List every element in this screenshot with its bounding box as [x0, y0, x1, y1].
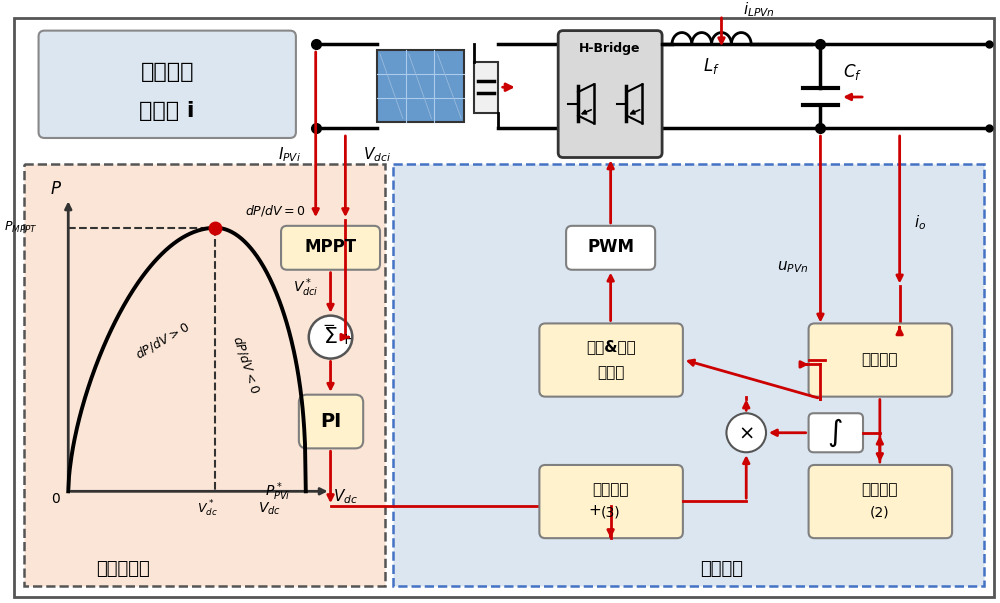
Circle shape: [726, 413, 766, 452]
Text: $V_{dc}$: $V_{dc}$: [333, 487, 358, 505]
Text: PWM: PWM: [587, 238, 634, 256]
Text: $\times$: $\times$: [738, 423, 754, 442]
Text: $L_f$: $L_f$: [703, 55, 720, 76]
Text: $V^*_{dc}$: $V^*_{dc}$: [197, 499, 218, 519]
Text: $dP/dV<0$: $dP/dV<0$: [230, 333, 263, 396]
Text: $V^*_{dci}$: $V^*_{dci}$: [293, 276, 319, 298]
Text: $dP/dV>0$: $dP/dV>0$: [132, 318, 192, 362]
Text: 控制器 i: 控制器 i: [139, 101, 195, 121]
Text: 双闭环: 双闭环: [597, 365, 624, 380]
FancyBboxPatch shape: [558, 31, 662, 157]
Text: $dP/dV=0$: $dP/dV=0$: [245, 203, 306, 218]
Text: 功率调节: 功率调节: [700, 560, 743, 578]
Text: H-Bridge: H-Bridge: [579, 42, 640, 55]
Text: PI: PI: [320, 411, 341, 431]
Text: 电压&电流: 电压&电流: [586, 339, 636, 355]
Text: (3): (3): [601, 506, 620, 520]
Text: $0$: $0$: [51, 492, 61, 506]
Text: $P_{MPPT}$: $P_{MPPT}$: [4, 220, 38, 235]
Bar: [377, 50, 464, 122]
Text: $+$: $+$: [588, 504, 601, 519]
Text: $C_f$: $C_f$: [843, 62, 862, 81]
Text: $\int$: $\int$: [827, 417, 843, 449]
Text: MPPT: MPPT: [304, 238, 357, 256]
Text: $I_{PVi}$: $I_{PVi}$: [278, 145, 301, 164]
Bar: [474, 62, 498, 113]
Circle shape: [309, 315, 352, 359]
Text: $i_{LPVn}$: $i_{LPVn}$: [743, 1, 775, 19]
FancyBboxPatch shape: [809, 465, 952, 538]
Bar: [393, 165, 984, 586]
Text: $i_o$: $i_o$: [914, 213, 927, 232]
Text: $\Sigma$: $\Sigma$: [323, 327, 338, 347]
Text: 光伏本地: 光伏本地: [140, 62, 194, 81]
Text: $-$: $-$: [322, 316, 335, 331]
Text: $+$: $+$: [339, 332, 352, 347]
Text: 功率计算: 功率计算: [862, 352, 898, 367]
Text: (2): (2): [870, 506, 890, 520]
Text: 下垂控制: 下垂控制: [862, 482, 898, 497]
Text: $P$: $P$: [50, 180, 62, 198]
FancyBboxPatch shape: [539, 465, 683, 538]
FancyBboxPatch shape: [39, 31, 296, 138]
FancyBboxPatch shape: [299, 395, 363, 449]
Bar: [24, 165, 385, 586]
FancyBboxPatch shape: [539, 323, 683, 397]
Text: $V_{dc}$: $V_{dc}$: [258, 500, 281, 517]
Text: $V_{dci}$: $V_{dci}$: [363, 145, 391, 164]
FancyBboxPatch shape: [809, 413, 863, 452]
FancyBboxPatch shape: [281, 226, 380, 270]
FancyBboxPatch shape: [809, 323, 952, 397]
Text: $u_{PVn}$: $u_{PVn}$: [777, 259, 809, 275]
FancyBboxPatch shape: [566, 226, 655, 270]
Text: $P^*_{PVi}$: $P^*_{PVi}$: [265, 480, 291, 503]
Text: 电压控制: 电压控制: [592, 482, 629, 497]
Text: 直流侧控制: 直流侧控制: [96, 560, 150, 578]
